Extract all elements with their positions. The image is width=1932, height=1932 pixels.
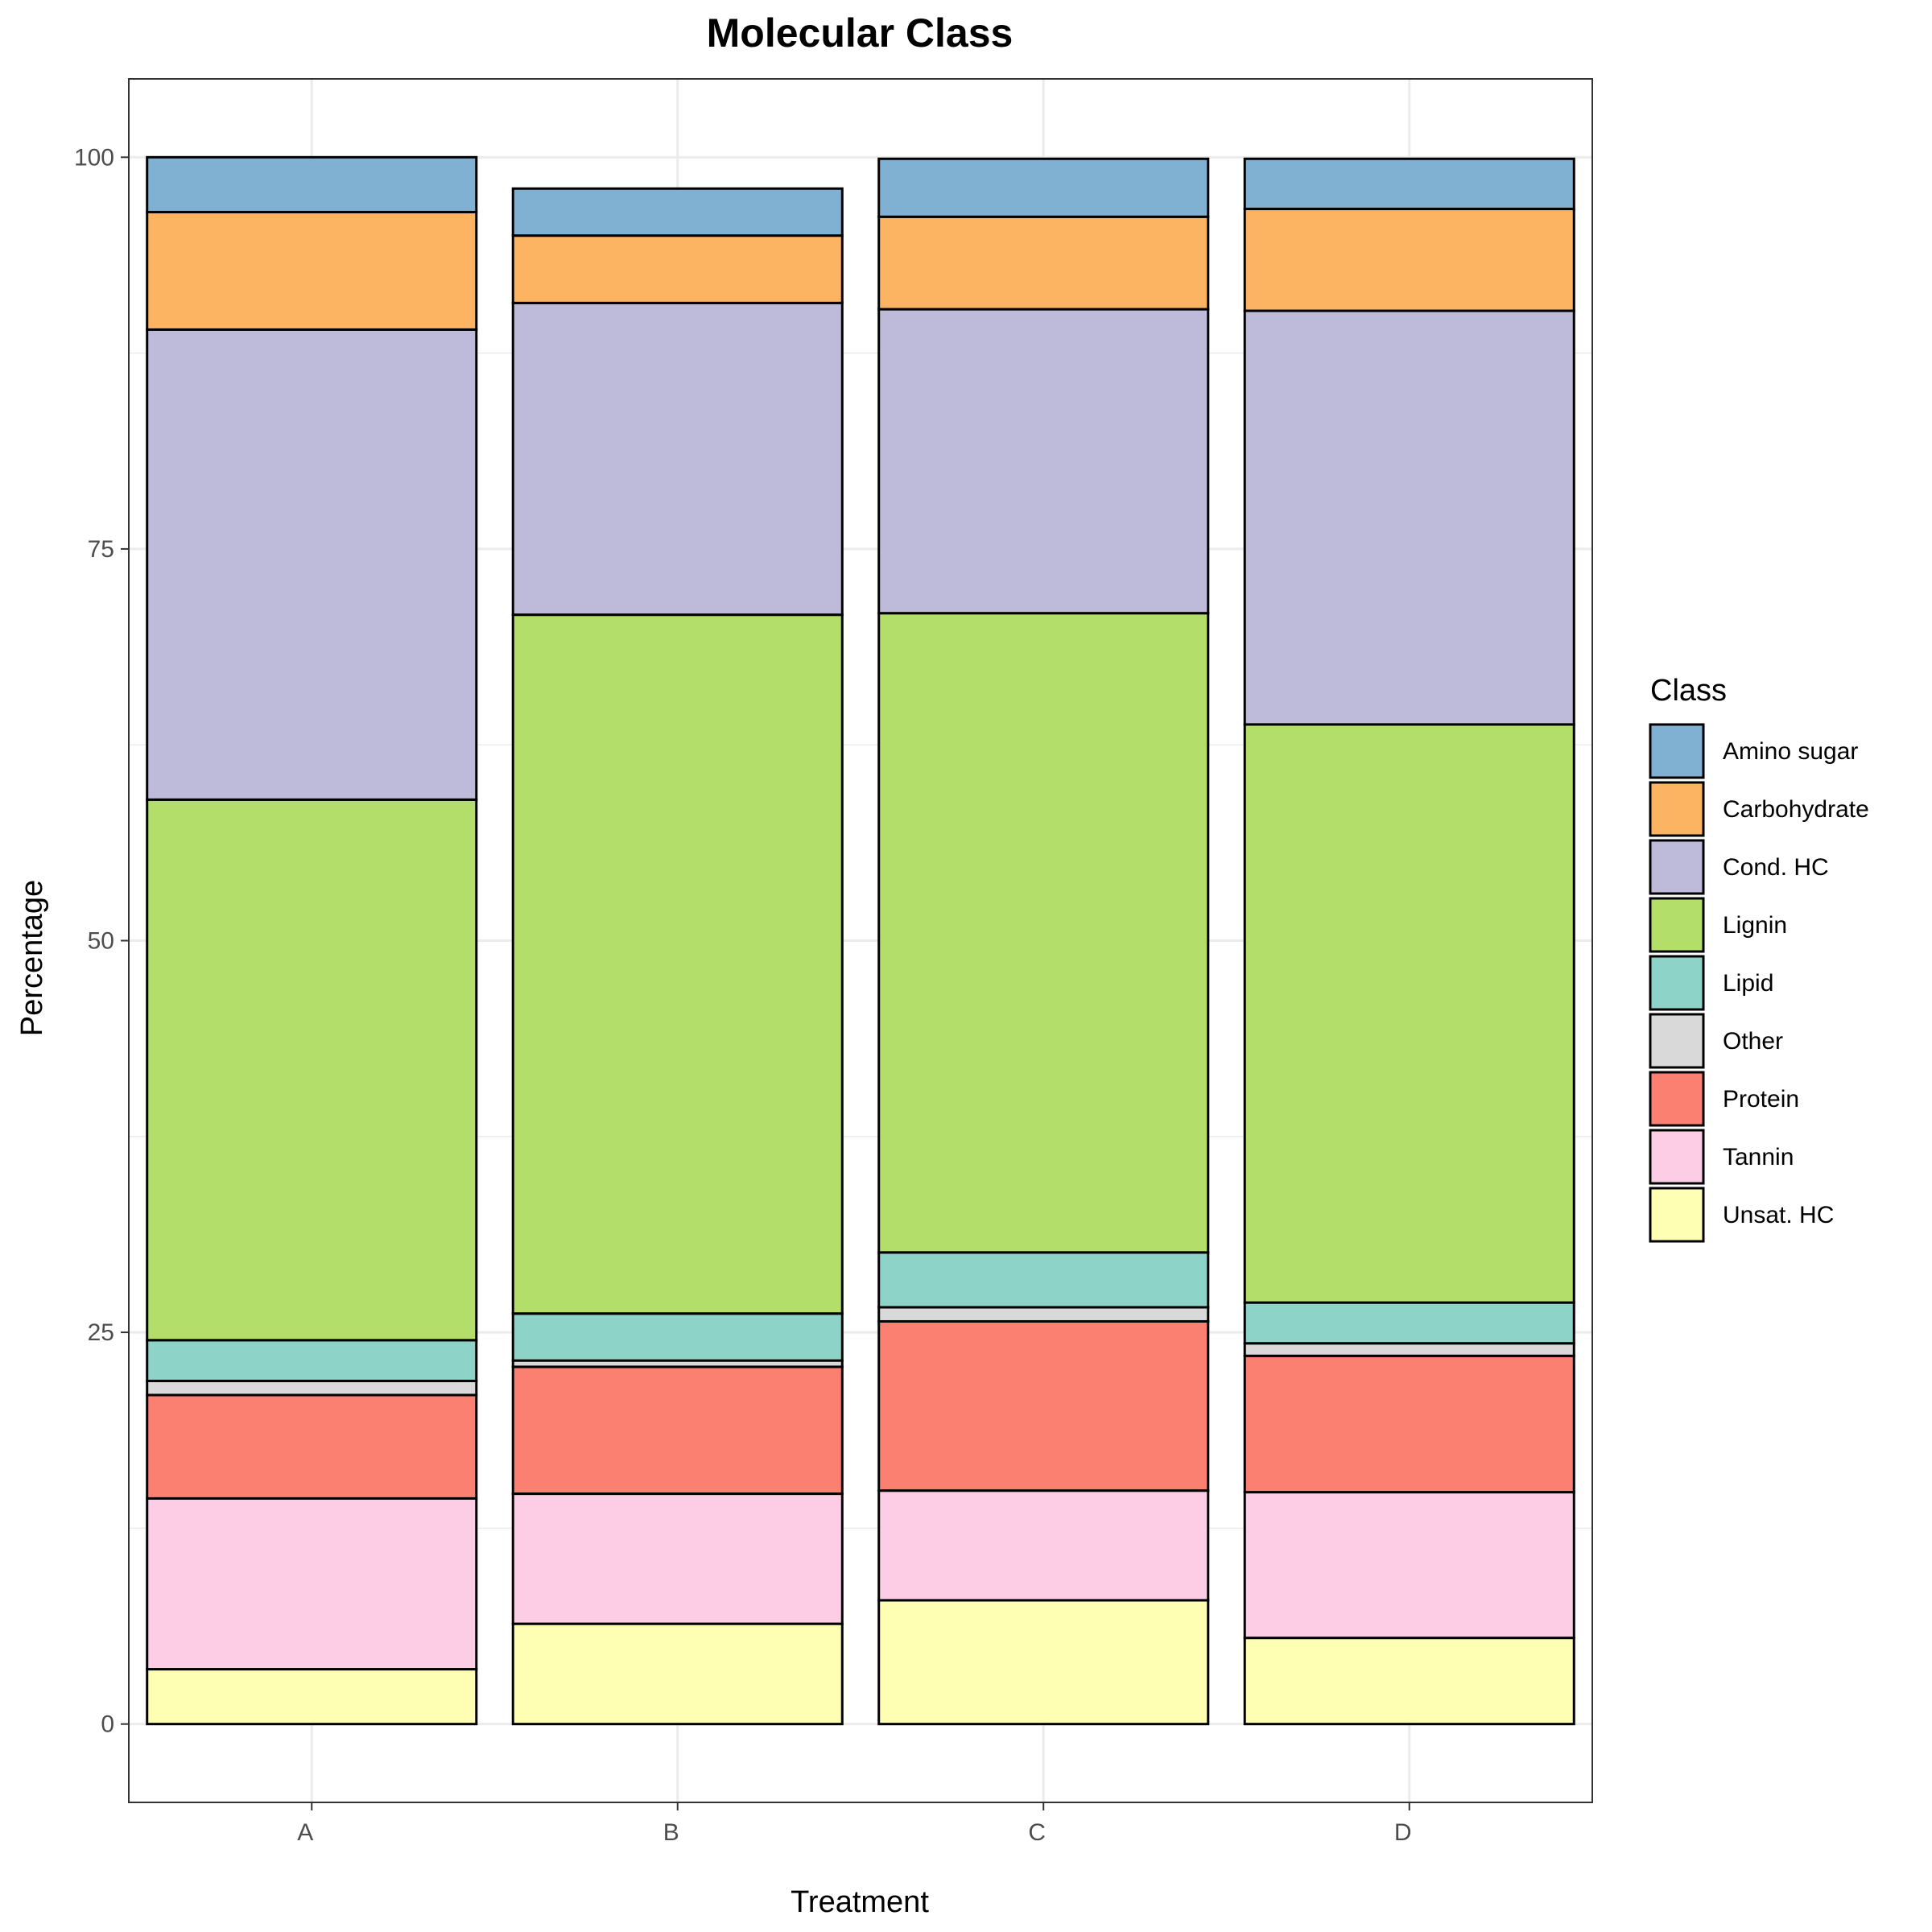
x-tick-label: C [1028, 1819, 1046, 1846]
bar-segment-d-cond-hc [1243, 309, 1575, 726]
legend-label: Amino sugar [1723, 738, 1858, 765]
legend-key [1649, 1071, 1705, 1127]
legend-key [1649, 1013, 1705, 1069]
legend-label: Lipid [1723, 970, 1773, 997]
legend-label: Cond. HC [1723, 854, 1829, 881]
bar-segment-d-carbohydrate [1243, 208, 1575, 312]
x-tick-label: B [663, 1819, 679, 1846]
bar-segment-b-tannin [511, 1492, 844, 1625]
legend-title: Class [1650, 674, 1727, 708]
bar-segment-a-tannin [146, 1496, 478, 1671]
y-tick-label: 75 [88, 536, 114, 563]
y-tick-label: 25 [88, 1319, 114, 1346]
legend-key [1649, 897, 1705, 953]
bar-segment-d-amino-sugar [1243, 157, 1575, 211]
bar-segment-c-amino-sugar [877, 157, 1210, 218]
bar-segment-b-lignin [511, 613, 844, 1315]
x-tick-label: D [1394, 1819, 1412, 1846]
bar-segment-d-tannin [1243, 1491, 1575, 1640]
bar-segment-a-lipid [146, 1339, 478, 1382]
legend-label: Lignin [1723, 912, 1787, 939]
bar-segment-a-unsat-hc [146, 1668, 478, 1726]
x-axis: A B C D [297, 1802, 1412, 1846]
legend-key [1649, 723, 1705, 779]
y-axis-title: Percentage [15, 880, 49, 1036]
bar-segment-c-tannin [877, 1489, 1210, 1602]
chart-title: Molecular Class [707, 10, 1013, 56]
legend-key [1649, 1187, 1705, 1243]
x-axis-title: Treatment [791, 1885, 929, 1919]
bar-segment-a-amino-sugar [146, 155, 478, 213]
legend-label: Carbohydrate [1723, 796, 1869, 823]
bar-segment-a-protein [146, 1393, 478, 1500]
legend-label: Unsat. HC [1723, 1202, 1834, 1228]
y-axis: 0 25 50 75 100 [74, 144, 129, 1738]
bar-segment-a-other [146, 1379, 478, 1397]
bar-segment-d-protein [1243, 1354, 1575, 1494]
bar-segment-a-lignin [146, 798, 478, 1342]
bar-segment-b-amino-sugar [511, 187, 844, 237]
bar-segment-c-unsat-hc [877, 1599, 1210, 1726]
bar-segment-b-protein [511, 1365, 844, 1496]
bar-segment-c-lignin [877, 612, 1210, 1254]
bar-segment-a-cond-hc [146, 328, 478, 801]
bar-segment-c-cond-hc [877, 308, 1210, 615]
bar-segment-b-lipid [511, 1312, 844, 1362]
bar-segment-b-cond-hc [511, 301, 844, 617]
x-tick-label: A [297, 1819, 313, 1846]
legend: Class Amino sugar Carbohydrate Cond. HC Lig… [1649, 674, 1869, 1243]
bar-segment-a-carbohydrate [146, 210, 478, 331]
legend-key [1649, 839, 1705, 895]
y-tick-label: 50 [88, 928, 114, 955]
bar-segment-d-lipid [1243, 1301, 1575, 1345]
bar-segment-c-protein [877, 1319, 1210, 1492]
bar-segment-c-other [877, 1306, 1210, 1323]
legend-label: Tannin [1723, 1144, 1794, 1170]
bars [146, 155, 1575, 1726]
legend-key [1649, 781, 1705, 837]
legend-label: Other [1723, 1028, 1783, 1055]
legend-label: Protein [1723, 1086, 1799, 1113]
bar-segment-d-unsat-hc [1243, 1637, 1575, 1726]
bar-segment-b-unsat-hc [511, 1622, 844, 1726]
bar-segment-d-other [1243, 1342, 1575, 1357]
bar-segment-c-carbohydrate [877, 215, 1210, 311]
bar-segment-b-carbohydrate [511, 234, 844, 304]
legend-key [1649, 955, 1705, 1011]
bar-segment-c-lipid [877, 1251, 1210, 1309]
legend-key [1649, 1129, 1705, 1185]
y-tick-label: 100 [74, 144, 114, 171]
bar-segment-d-lignin [1243, 723, 1575, 1304]
y-tick-label: 0 [101, 1711, 114, 1738]
